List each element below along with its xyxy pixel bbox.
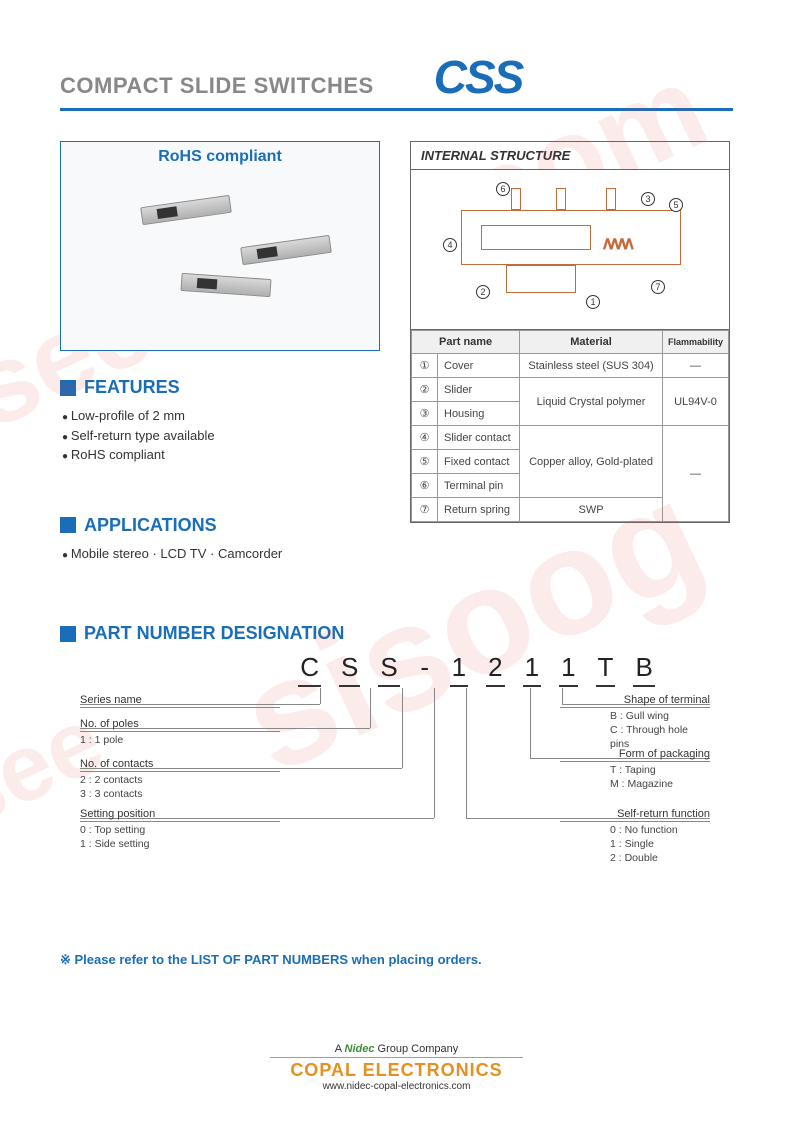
structure-box: INTERNAL STRUCTURE ∧∧∧∧ 1 2 3 4 5 6 7 bbox=[410, 141, 730, 523]
page-title: COMPACT SLIDE SWITCHES bbox=[60, 73, 374, 99]
features-heading: FEATURES bbox=[60, 377, 380, 398]
partnum-heading: PART NUMBER DESIGNATION bbox=[60, 623, 733, 644]
callout-2: 2 bbox=[476, 285, 490, 299]
table-row: ① Cover Stainless steel (SUS 304) — bbox=[412, 354, 729, 378]
switch-drawing bbox=[140, 195, 232, 225]
pn-label-terminal: Shape of terminal B : Gull wing C : Thro… bbox=[560, 694, 710, 752]
rohs-label: RoHS compliant bbox=[158, 148, 282, 166]
header: COMPACT SLIDE SWITCHES CSS bbox=[60, 50, 733, 111]
partnum-diagram: C S S - 1 2 1 1 T B bbox=[60, 652, 733, 912]
list-item: Self-return type available bbox=[62, 426, 380, 446]
callout-4: 4 bbox=[443, 238, 457, 252]
callout-1: 1 bbox=[586, 295, 600, 309]
footer-brand: COPAL ELECTRONICS bbox=[270, 1057, 522, 1081]
structure-title: INTERNAL STRUCTURE bbox=[411, 142, 729, 170]
list-item: RoHS compliant bbox=[62, 445, 380, 465]
callout-3: 3 bbox=[641, 192, 655, 206]
pn-label-series: Series name bbox=[80, 694, 280, 709]
callout-7: 7 bbox=[651, 280, 665, 294]
col-header: Flammability bbox=[662, 331, 728, 354]
structure-diagram: ∧∧∧∧ 1 2 3 4 5 6 7 bbox=[411, 170, 729, 330]
applications-heading: APPLICATIONS bbox=[60, 515, 380, 536]
pn-label-setting: Setting position 0 : Top setting 1 : Sid… bbox=[80, 808, 280, 851]
applications-list: Mobile stereo · LCD TV · Camcorder bbox=[60, 544, 380, 564]
col-header: Material bbox=[520, 331, 663, 354]
diagram-slider bbox=[506, 265, 576, 293]
callout-6: 6 bbox=[496, 182, 510, 196]
list-item: Mobile stereo · LCD TV · Camcorder bbox=[62, 544, 380, 564]
diagram-pin bbox=[606, 188, 616, 210]
footer-company-line: A Nidec Group Company bbox=[0, 1043, 793, 1055]
pn-label-poles: No. of poles 1 : 1 pole bbox=[80, 718, 280, 747]
diagram-spring: ∧∧∧∧ bbox=[601, 233, 661, 253]
col-header: Part name bbox=[412, 331, 520, 354]
list-item: Low-profile of 2 mm bbox=[62, 406, 380, 426]
table-row: ② Slider Liquid Crystal polymer UL94V-0 bbox=[412, 378, 729, 402]
pn-label-contacts: No. of contacts 2 : 2 contacts 3 : 3 con… bbox=[80, 758, 280, 801]
switch-drawing bbox=[240, 235, 332, 265]
structure-table: Part name Material Flammability ① Cover … bbox=[411, 330, 729, 522]
features-list: Low-profile of 2 mm Self-return type ava… bbox=[60, 406, 380, 465]
diagram-inner bbox=[481, 225, 591, 250]
rohs-box: RoHS compliant bbox=[60, 141, 380, 351]
callout-5: 5 bbox=[669, 198, 683, 212]
product-photo bbox=[61, 166, 379, 350]
footer: A Nidec Group Company COPAL ELECTRONICS … bbox=[0, 1043, 793, 1092]
diagram-pin bbox=[556, 188, 566, 210]
product-logo: CSS bbox=[434, 50, 523, 104]
pn-label-packaging: Form of packaging T : Taping M : Magazin… bbox=[560, 748, 710, 791]
table-row: ④ Slider contact Copper alloy, Gold-plat… bbox=[412, 426, 729, 450]
diagram-pin bbox=[511, 188, 521, 210]
order-note: ※ Please refer to the LIST OF PART NUMBE… bbox=[60, 952, 733, 968]
partnum-chars: C S S - 1 2 1 1 T B bbox=[60, 652, 733, 687]
switch-drawing bbox=[180, 273, 271, 297]
footer-url: www.nidec-copal-electronics.com bbox=[0, 1081, 793, 1092]
pn-label-return: Self-return function 0 : No function 1 :… bbox=[560, 808, 710, 866]
